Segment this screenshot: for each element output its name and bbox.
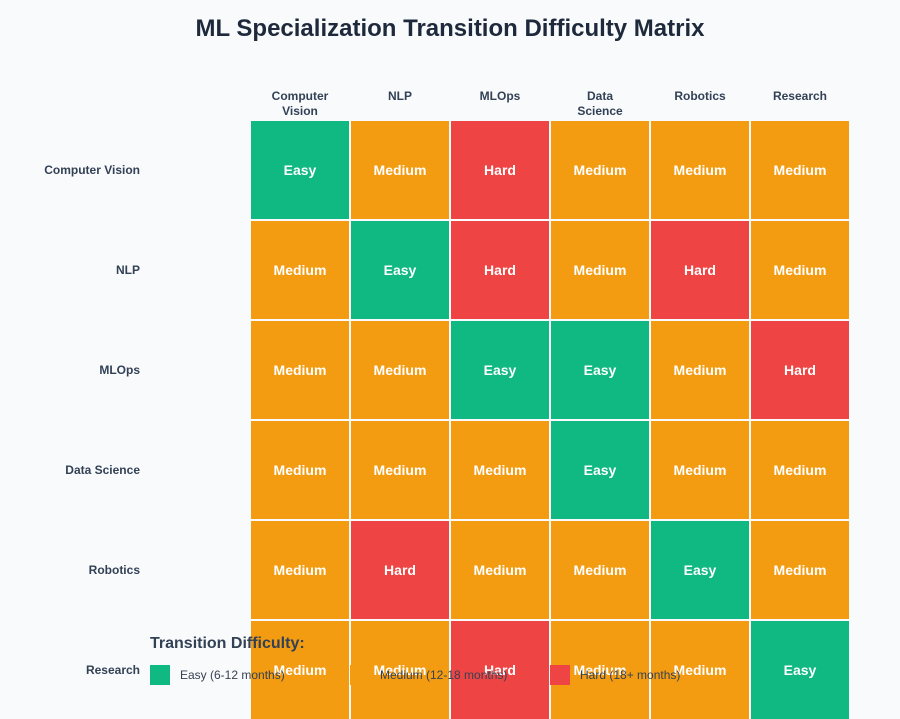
matrix-cell: Hard [451,221,549,319]
legend-swatch [150,665,170,685]
legend-label: Hard (18+ months) [580,668,681,682]
legend-item-easy: Easy (6-12 months) [150,665,285,685]
column-label-computer-vision: Computer Vision [271,89,329,118]
matrix-cell: Medium [651,121,749,219]
column-label-research: Research [772,89,828,103]
matrix-cell: Easy [651,521,749,619]
matrix-cell: Easy [351,221,449,319]
column-label-robotics: Robotics [674,89,726,103]
matrix-cell: Medium [751,121,849,219]
matrix-cell: Medium [551,521,649,619]
matrix-cell: Medium [351,321,449,419]
matrix-cell: Medium [351,421,449,519]
matrix-cell: Easy [551,321,649,419]
legend-label: Easy (6-12 months) [180,668,285,682]
row-label-computer-vision: Computer Vision [44,163,140,177]
matrix-cell: Medium [351,121,449,219]
matrix-cell: Medium [551,221,649,319]
legend-title: Transition Difficulty: [150,635,305,652]
matrix-cell: Medium [751,521,849,619]
matrix-cell: Medium [251,321,349,419]
row-label-nlp: NLP [116,263,140,277]
matrix-cell: Hard [451,121,549,219]
matrix-cell: Medium [451,421,549,519]
row-label-data-science: Data Science [65,463,140,477]
matrix-cell: Easy [751,621,849,719]
matrix-cell: Medium [751,221,849,319]
matrix-cell: Medium [551,121,649,219]
matrix-cell: Medium [751,421,849,519]
legend-item-hard: Hard (18+ months) [550,665,680,685]
matrix-cell: Medium [651,421,749,519]
matrix-cell: Medium [251,221,349,319]
column-label-data-science: Data Science [577,89,623,118]
legend-swatch [350,665,370,685]
column-label-mlops: MLOps [479,89,521,103]
legend-swatch [550,665,570,685]
matrix-cell: Hard [351,521,449,619]
column-label-nlp: NLP [388,89,412,103]
row-label-robotics: Robotics [88,563,140,577]
matrix-cell: Medium [251,521,349,619]
matrix-cell: Medium [451,521,549,619]
matrix-cell: Medium [251,421,349,519]
matrix-cell: Easy [251,121,349,219]
legend-item-medium: Medium (12-18 months) [350,665,507,685]
matrix-cell: Hard [651,221,749,319]
row-label-mlops: MLOps [99,363,140,377]
matrix-cell: Hard [751,321,849,419]
matrix-cell: Medium [651,321,749,419]
matrix-cell: Easy [551,421,649,519]
row-label-research: Research [85,663,140,677]
chart-title: ML Specialization Transition Difficulty … [195,15,705,42]
legend-label: Medium (12-18 months) [380,668,508,682]
matrix-cell: Easy [451,321,549,419]
